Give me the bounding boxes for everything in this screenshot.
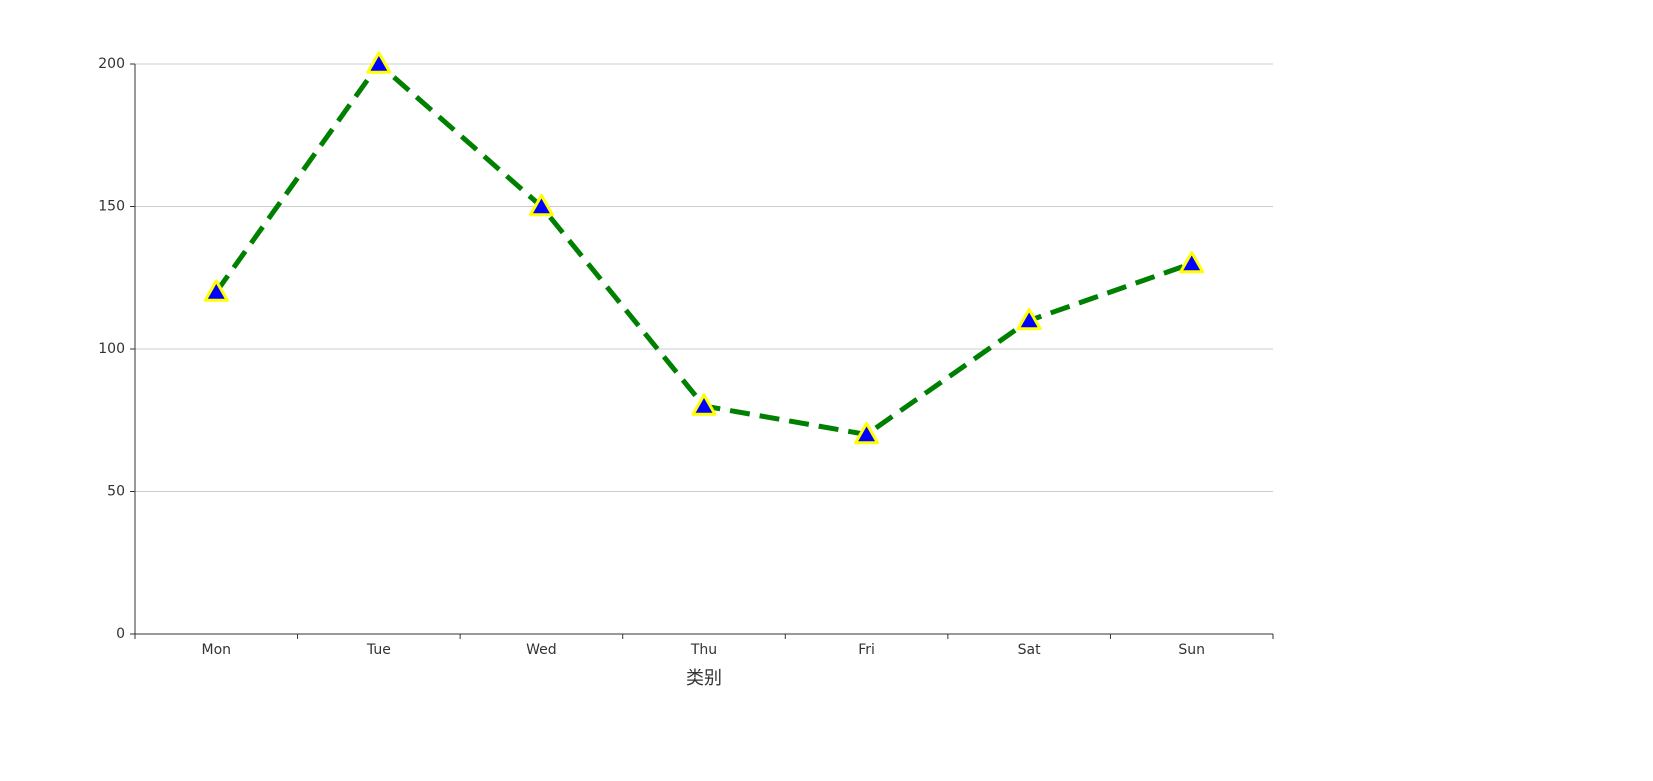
y-tick-label: 50 (107, 484, 125, 500)
y-tick-label: 200 (98, 56, 125, 72)
x-tick-label: Mon (202, 642, 232, 658)
marker (1016, 308, 1042, 331)
y-tick-label: 150 (98, 199, 125, 215)
y-tick-label: 0 (116, 626, 125, 642)
x-axis-label: 类别 (686, 668, 722, 689)
x-tick-label: Fri (858, 642, 875, 658)
x-tick-label: Tue (366, 642, 391, 658)
marker (1179, 251, 1205, 274)
marker (366, 51, 392, 74)
x-tick-label: Sat (1018, 642, 1041, 658)
marker (854, 422, 880, 445)
x-tick-label: Thu (690, 642, 717, 658)
marker (203, 279, 229, 302)
marker (691, 393, 717, 416)
x-tick-label: Wed (526, 642, 557, 658)
marker (528, 194, 554, 217)
line (214, 60, 1193, 438)
y-tick-label: 100 (98, 341, 125, 357)
x-tick-label: Sun (1178, 642, 1205, 658)
